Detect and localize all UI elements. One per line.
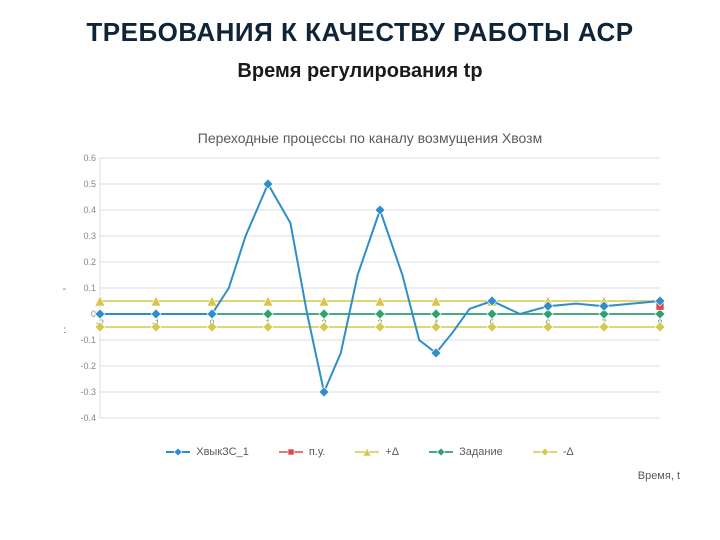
legend-label: -Δ <box>563 446 574 458</box>
legend-item: -Δ <box>533 446 574 458</box>
legend-label: +Δ <box>385 446 399 458</box>
svg-text:-0.2: -0.2 <box>80 361 96 371</box>
slide: ТРЕБОВАНИЯ К КАЧЕСТВУ РАБОТЫ АСР Время р… <box>0 0 720 540</box>
svg-text:0.2: 0.2 <box>83 257 96 267</box>
svg-text:-0.4: -0.4 <box>80 413 96 423</box>
legend-item: ХвыкЗС_1 <box>166 446 249 458</box>
chart-title: Переходные процессы по каналу возмущения… <box>70 130 670 146</box>
ylabel-top: - <box>26 284 66 295</box>
subtitle: Время регулирования tp <box>0 60 720 83</box>
legend-item: п.у. <box>279 446 325 458</box>
chart-container: Переходные процессы по каналу возмущения… <box>70 130 670 490</box>
svg-text:-0.1: -0.1 <box>80 335 96 345</box>
svg-text:0.6: 0.6 <box>83 153 96 163</box>
legend-label: Задание <box>459 446 503 458</box>
svg-text:0.4: 0.4 <box>83 205 96 215</box>
ylabel-bottom: : <box>26 325 66 336</box>
svg-text:0.1: 0.1 <box>83 283 96 293</box>
chart-svg: -0.4-0.3-0.2-0.100.10.20.30.40.50.6-2-10… <box>70 152 670 442</box>
legend-label: ХвыкЗС_1 <box>196 446 249 458</box>
legend-label: п.у. <box>309 446 325 458</box>
svg-text:-0.3: -0.3 <box>80 387 96 397</box>
main-title: ТРЕБОВАНИЯ К КАЧЕСТВУ РАБОТЫ АСР <box>0 0 720 48</box>
legend-item: Задание <box>429 446 503 458</box>
legend-item: +Δ <box>355 446 399 458</box>
svg-text:0.3: 0.3 <box>83 231 96 241</box>
svg-text:0.5: 0.5 <box>83 179 96 189</box>
x-axis-label: Время, t <box>638 470 680 482</box>
legend: ХвыкЗС_1 п.у. +Δ Задание -Δ <box>70 446 670 458</box>
y-axis-label: - : <box>26 284 66 336</box>
